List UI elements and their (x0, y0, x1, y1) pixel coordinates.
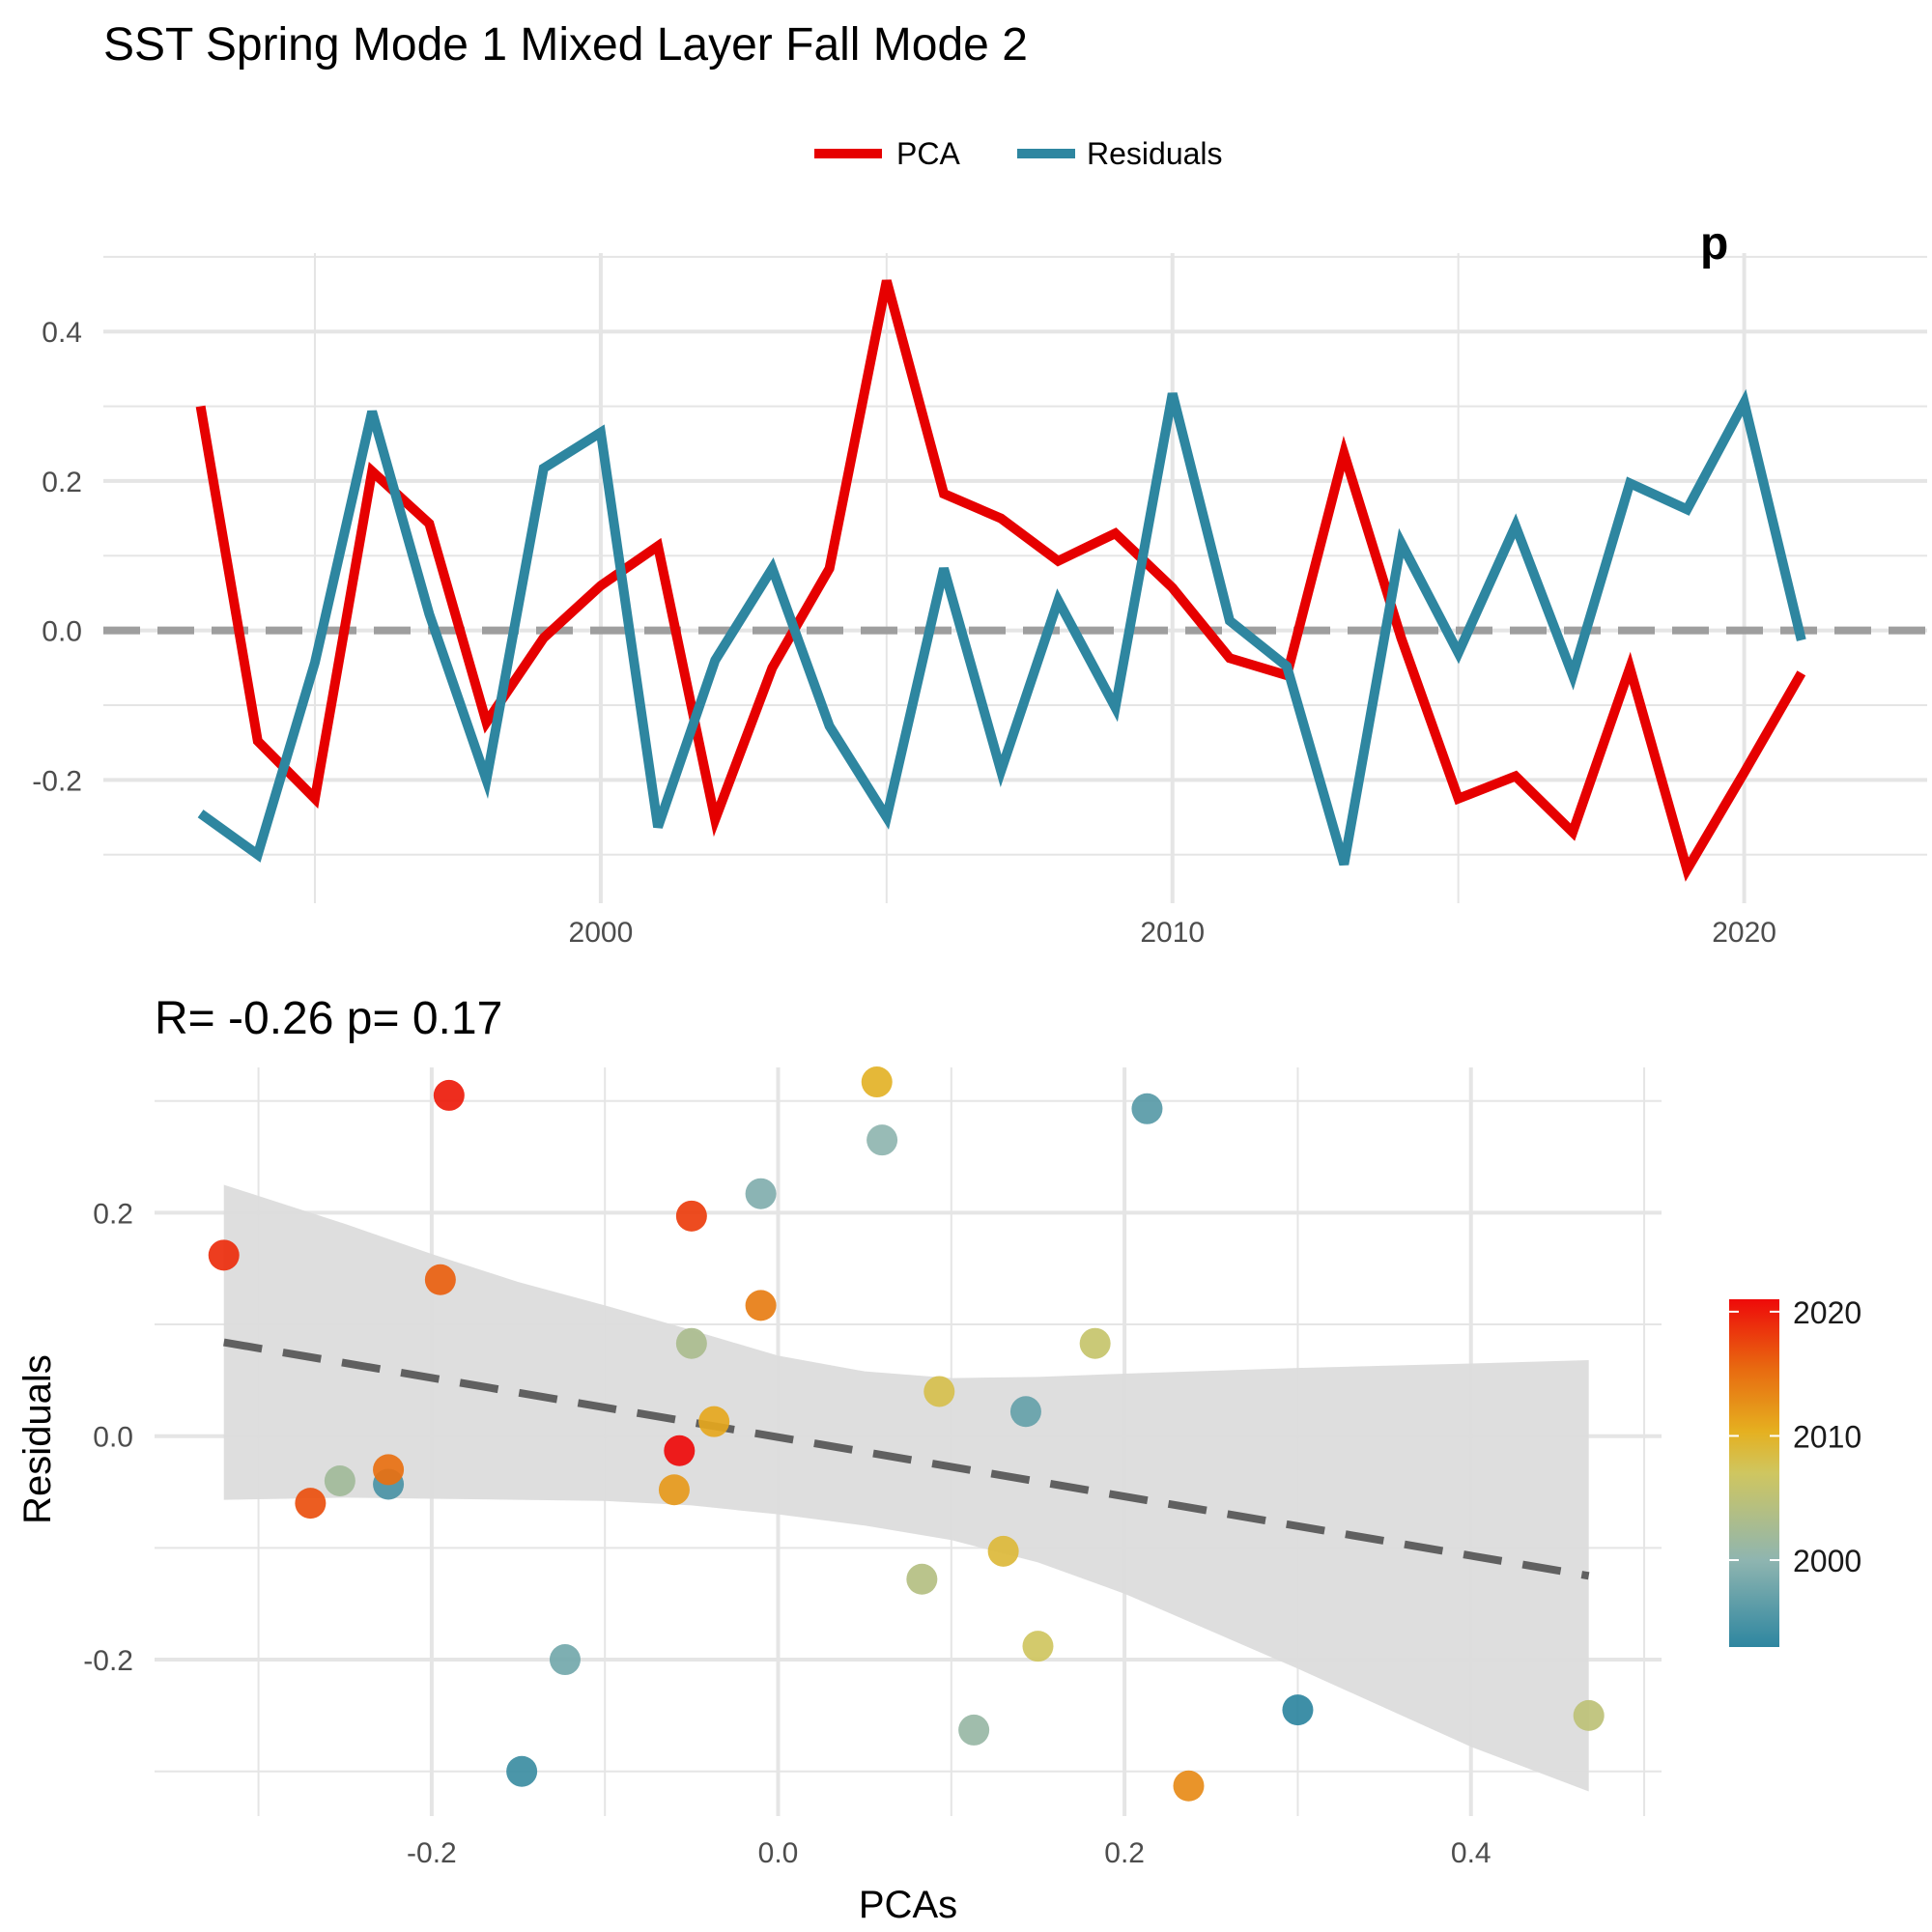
scatter-point (658, 1474, 690, 1506)
x-tick-label: 0.0 (758, 1837, 799, 1869)
scatter-point (698, 1406, 730, 1437)
scatter-point (1022, 1631, 1054, 1662)
scatter-y-tick-labels: 0.2 0.0 -0.2 (83, 1198, 133, 1677)
colorbar-gradient (1729, 1299, 1779, 1647)
scatter-point (549, 1644, 581, 1676)
colorbar-tick-label: 2010 (1793, 1419, 1861, 1454)
partial-annotation: p (1700, 218, 1728, 270)
colorbar-tick-label: 2020 (1793, 1295, 1861, 1330)
timeseries-grid (103, 253, 1927, 903)
x-axis-title: PCAs (859, 1884, 957, 1926)
scatter-point (958, 1714, 990, 1746)
scatter-point (433, 1079, 465, 1111)
colorbar-ticks: 2020 2010 2000 (1729, 1295, 1861, 1578)
x-tick-label: 2020 (1712, 917, 1776, 949)
x-tick-label: 2000 (569, 917, 634, 949)
regression-line (223, 1338, 1590, 1580)
y-tick-label: -0.2 (32, 765, 82, 797)
scatter-x-tick-labels: -0.2 0.0 0.2 0.4 (407, 1837, 1492, 1869)
timeseries-x-tick-labels: 2000 2010 2020 (569, 917, 1776, 949)
scatter-point (1009, 1396, 1041, 1428)
x-tick-label: 0.2 (1104, 1837, 1145, 1869)
scatter-point (506, 1755, 538, 1787)
scatter-point (987, 1535, 1019, 1567)
colorbar-tick-label: 2000 (1793, 1544, 1861, 1578)
y-tick-label: 0.4 (42, 317, 82, 349)
y-tick-label: -0.2 (83, 1645, 133, 1677)
y-tick-label: 0.2 (93, 1198, 133, 1230)
legend-label-pca: PCA (896, 136, 960, 171)
scatter-point (1573, 1699, 1605, 1731)
scatter-point (1079, 1327, 1111, 1359)
y-tick-label: 0.2 (42, 467, 82, 498)
scatter-point (424, 1264, 456, 1295)
scatter-point (295, 1488, 327, 1520)
scatter-panel: R= -0.26 p= 0.17 0.20.0-0.2 -0.2 0.0 0.2 0.… (16, 993, 1662, 1926)
legend-label-residuals: Residuals (1087, 136, 1223, 171)
scatter-point (1282, 1694, 1314, 1726)
confidence-ribbon (223, 1184, 1589, 1792)
y-tick-label: 0.0 (93, 1422, 133, 1454)
scatter-point (1173, 1770, 1205, 1802)
timeseries-panel: 0.4 0.2 0.0 -0.2 2000 2010 2020 p (32, 218, 1927, 949)
scatter-point (923, 1376, 955, 1407)
x-tick-label: 2010 (1140, 917, 1205, 949)
year-colorbar: 2020 2010 2000 (1729, 1295, 1861, 1647)
series-line-pca (195, 279, 1806, 882)
scatter-point (664, 1435, 696, 1466)
chart-title: SST Spring Mode 1 Mixed Layer Fall Mode … (103, 19, 1028, 71)
timeseries-y-tick-labels: 0.4 0.2 0.0 -0.2 (32, 317, 82, 797)
scatter-point (906, 1563, 938, 1595)
legend: PCA Residuals (814, 136, 1223, 171)
series-line-residuals (197, 388, 1806, 867)
scatter-point (745, 1178, 777, 1209)
scatter-points (208, 1066, 1605, 1802)
y-tick-label: 0.0 (42, 616, 82, 648)
scatter-point (373, 1454, 405, 1486)
scatter-point (1131, 1093, 1163, 1124)
scatter-title: R= -0.26 p= 0.17 (155, 993, 502, 1044)
x-tick-label: -0.2 (407, 1837, 457, 1869)
x-tick-label: 0.4 (1451, 1837, 1492, 1869)
scatter-point (867, 1124, 898, 1156)
scatter-point (675, 1200, 707, 1232)
scatter-point (675, 1327, 707, 1359)
scatter-point (745, 1290, 777, 1321)
scatter-point (324, 1464, 355, 1496)
y-axis-title: Residuals (16, 1354, 59, 1524)
scatter-point (208, 1239, 240, 1271)
scatter-point (861, 1066, 893, 1098)
